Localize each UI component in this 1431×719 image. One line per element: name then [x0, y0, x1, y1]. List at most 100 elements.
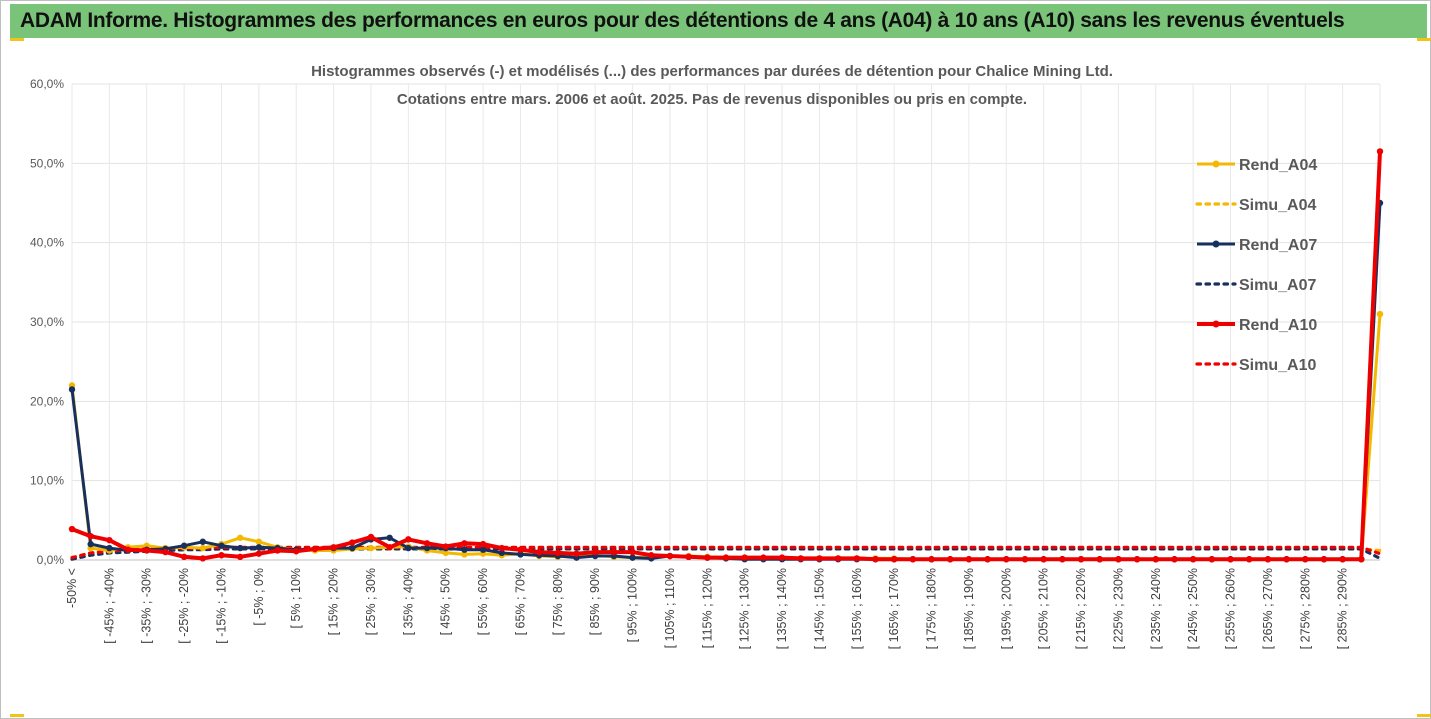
corner-handle[interactable] — [10, 714, 24, 717]
x-tick-label: [ 145% ; 150% — [812, 568, 826, 649]
data-point — [405, 544, 412, 552]
data-point — [629, 548, 636, 556]
data-point — [1376, 148, 1384, 155]
series-line — [70, 313, 1382, 561]
data-point — [87, 540, 94, 548]
x-tick-label: [ 25% ; 30% — [364, 568, 378, 635]
legend-label: Simu_A04 — [1239, 197, 1316, 214]
data-point — [1077, 556, 1085, 563]
data-point — [106, 536, 113, 544]
data-point — [573, 550, 580, 557]
chart-title: Histogrammes observés (-) et modélisés (… — [311, 63, 1113, 108]
data-point — [423, 544, 431, 552]
x-tick-label: [ 65% ; 70% — [513, 568, 527, 635]
data-point — [255, 550, 263, 557]
data-point — [517, 551, 524, 558]
data-point — [199, 555, 206, 562]
data-point — [1021, 556, 1029, 563]
legend-label: Rend_A10 — [1239, 317, 1317, 334]
chart-title-line-2: Cotations entre mars. 2006 et août. 2025… — [397, 91, 1027, 108]
corner-handle[interactable] — [1417, 38, 1431, 41]
legend-marker — [1212, 240, 1220, 248]
data-point — [367, 533, 375, 541]
data-point — [461, 551, 468, 558]
data-point — [610, 548, 618, 556]
data-point — [1376, 310, 1384, 318]
corner-handle[interactable] — [1417, 714, 1431, 717]
data-point — [685, 553, 692, 561]
data-point — [1096, 556, 1103, 563]
x-tick-label: [ 105% ; 110% — [663, 568, 677, 648]
data-point — [1227, 556, 1234, 563]
corner-handle[interactable] — [10, 38, 24, 41]
x-tick-label: [ 5% ; 10% — [289, 568, 303, 628]
data-point — [423, 540, 431, 547]
data-point — [255, 538, 263, 545]
data-point — [704, 554, 711, 561]
data-point — [592, 548, 599, 556]
data-point — [890, 556, 898, 563]
data-point — [535, 548, 543, 556]
report-banner: ADAM Informe. Histogrammes des performan… — [10, 4, 1427, 38]
data-point — [909, 556, 917, 563]
data-point — [498, 544, 505, 552]
x-tick-label: [ 215% ; 220% — [1074, 568, 1088, 649]
data-point — [722, 554, 730, 561]
x-tick-label: [ 125% ; 130% — [738, 568, 752, 649]
y-tick-label: 60,0% — [30, 77, 64, 91]
series-line — [70, 545, 1382, 560]
x-tick-label: [ 265% ; 270% — [1261, 568, 1275, 649]
data-point — [984, 556, 991, 563]
data-point — [479, 540, 487, 548]
x-tick-label: [ 155% ; 160% — [850, 568, 864, 649]
data-point — [1189, 556, 1197, 563]
x-tick-label: [ 115% ; 120% — [700, 568, 714, 648]
legend-label: Rend_A04 — [1239, 157, 1317, 174]
report-title: ADAM Informe. Histogrammes des performan… — [20, 9, 1345, 32]
x-tick-label: [ 205% ; 210% — [1037, 568, 1051, 649]
data-point — [479, 546, 487, 553]
data-point — [1171, 556, 1178, 563]
y-tick-label: 40,0% — [30, 236, 64, 250]
data-point — [330, 544, 337, 551]
legend: Rend_A04 Simu_A04 Rend_A07 Simu_A07 Rend_A10… — [1195, 157, 1317, 374]
data-point — [629, 554, 636, 561]
series-line — [71, 151, 1382, 562]
data-point — [199, 544, 206, 552]
data-point — [797, 555, 804, 562]
data-point — [872, 556, 879, 563]
x-tick-label: [ 255% ; 260% — [1224, 568, 1238, 649]
x-tick-label: [ 55% ; 60% — [476, 568, 490, 635]
legend-marker — [1212, 160, 1220, 168]
data-point — [1040, 556, 1047, 563]
legend-marker — [1212, 320, 1220, 328]
data-point — [180, 553, 188, 561]
data-point — [666, 552, 674, 560]
data-point — [218, 542, 225, 549]
data-point — [1320, 556, 1328, 563]
data-point — [386, 544, 393, 551]
x-tick-label: [ -45% ; -40% — [102, 568, 116, 644]
data-point — [349, 544, 356, 552]
y-tick-label: 30,0% — [30, 315, 64, 329]
data-point — [498, 549, 505, 557]
data-point — [928, 556, 935, 563]
x-tick-label: [ 195% ; 200% — [999, 568, 1013, 649]
data-point — [293, 548, 300, 555]
data-point — [853, 555, 860, 562]
x-tick-label: [ 285% ; 290% — [1336, 568, 1350, 649]
data-point — [68, 525, 76, 533]
data-point — [1133, 556, 1141, 563]
legend-label: Simu_A10 — [1239, 357, 1316, 374]
data-point — [236, 534, 244, 541]
x-tick-label: [ -15% ; -10% — [214, 568, 228, 644]
x-tick-label: [ 175% ; 180% — [925, 568, 939, 649]
series-rend-a07 — [68, 199, 1384, 563]
data-point — [947, 556, 954, 563]
data-point — [1246, 556, 1253, 563]
data-point — [162, 548, 169, 556]
series-rend-a10 — [68, 148, 1384, 563]
x-tick-label: [ 15% ; 20% — [327, 568, 341, 635]
series-simu-a10 — [70, 545, 1382, 560]
data-point — [255, 544, 263, 551]
